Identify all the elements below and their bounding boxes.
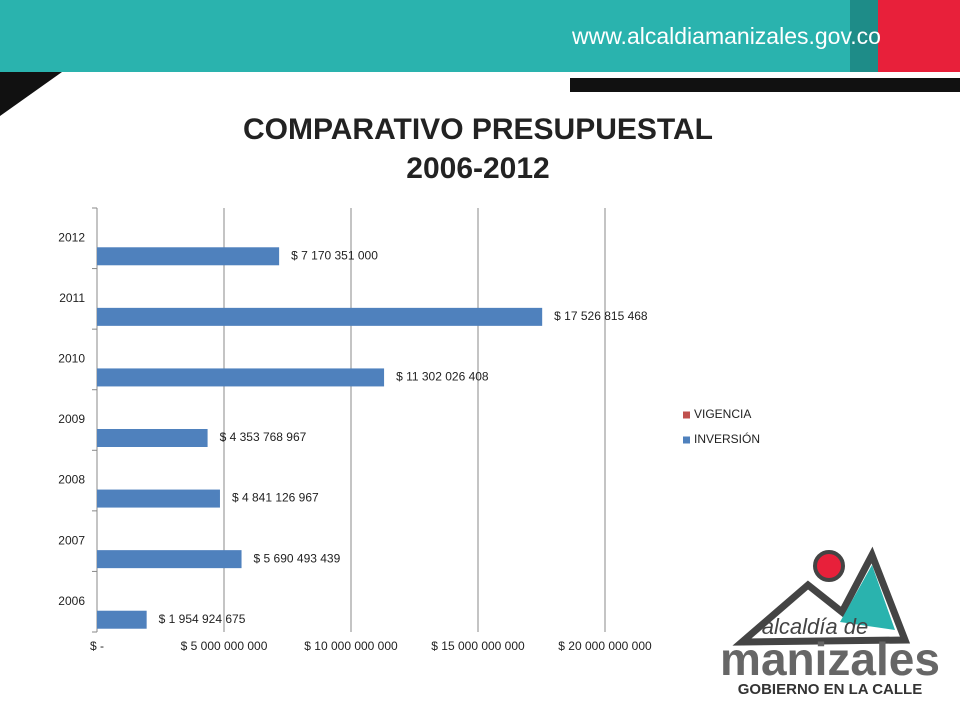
data-label: $ 1 954 924 675	[159, 612, 246, 626]
legend-label: INVERSIÓN	[694, 431, 760, 446]
header-bar	[0, 0, 960, 72]
data-label: $ 17 526 815 468	[554, 309, 648, 323]
bar	[97, 247, 280, 266]
logo: alcaldía de manizales GOBIERNO EN LA CAL…	[720, 546, 940, 698]
logo-sun	[813, 550, 845, 582]
legend-label: VIGENCIA	[694, 407, 751, 421]
data-label: $ 4 841 126 967	[232, 491, 319, 505]
legend-swatch	[683, 411, 690, 419]
logo-line3: GOBIERNO EN LA CALLE	[738, 681, 922, 698]
x-tick-label: $ 20 000 000 000	[558, 639, 652, 653]
bar	[97, 368, 385, 387]
bar	[97, 307, 543, 326]
header-stripe	[850, 0, 878, 72]
logo-peak	[840, 565, 895, 630]
y-tick-label: 2012	[58, 230, 85, 244]
bar	[97, 610, 147, 629]
y-tick-label: 2007	[58, 533, 85, 547]
x-tick-label: $ 10 000 000 000	[304, 639, 398, 653]
y-tick-label: 2008	[58, 473, 85, 487]
y-tick-label: 2009	[58, 412, 85, 426]
header-red-block	[878, 0, 960, 72]
y-tick-label: 2011	[59, 291, 85, 305]
data-label: $ 4 353 768 967	[220, 430, 307, 444]
bar	[97, 489, 220, 508]
chart-title: COMPARATIVO PRESUPUESTAL	[243, 113, 713, 146]
legend-swatch	[683, 436, 690, 444]
logo-line2: manizales	[720, 633, 940, 685]
logo-mountains	[732, 546, 911, 646]
logo-line1: alcaldía de	[762, 614, 868, 639]
y-tick-label: 2010	[58, 352, 85, 366]
header-black-bar	[570, 78, 960, 92]
data-label: $ 7 170 351 000	[291, 248, 378, 262]
x-tick-label: $ 5 000 000 000	[181, 639, 268, 653]
chart-subtitle: 2006-2012	[406, 152, 549, 185]
bar	[97, 550, 242, 569]
x-tick-label: $ 15 000 000 000	[431, 639, 525, 653]
x-tick-label: $ -	[90, 639, 104, 653]
header-url: www.alcaldiamanizales.gov.co	[571, 23, 881, 49]
bar	[97, 429, 208, 447]
y-tick-label: 2006	[58, 594, 85, 608]
data-label: $ 11 302 026 408	[396, 370, 489, 384]
corner-decoration	[0, 72, 62, 116]
data-label: $ 5 690 493 439	[254, 551, 341, 565]
